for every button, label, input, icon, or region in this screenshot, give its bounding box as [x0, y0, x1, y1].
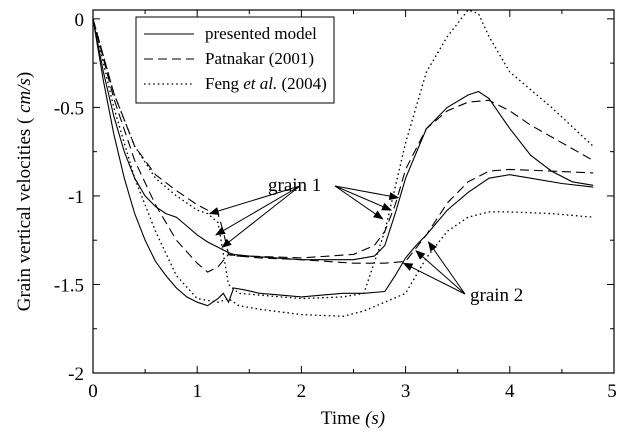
annotation-arrow — [334, 185, 384, 220]
y-axis-label-text: Grain vertical velocities ( — [14, 113, 35, 311]
y-tick-label: -2 — [68, 364, 84, 385]
x-tick-label: 0 — [88, 381, 98, 402]
x-axis-label-unit: (s) — [365, 408, 385, 429]
x-tick-label: 2 — [297, 381, 307, 402]
annotation-arrow — [415, 250, 466, 295]
x-axis-label: Time (s) — [321, 408, 385, 429]
annotation-label: grain 1 — [268, 175, 321, 196]
legend-label-part: Feng — [205, 74, 243, 93]
y-tick-label: -1.5 — [54, 275, 84, 296]
x-tick-label: 5 — [607, 381, 617, 402]
series-line-dashed-3 — [92, 18, 594, 259]
y-axis-label: Grain vertical velocities ( cm/s) — [14, 72, 35, 312]
legend-label: Patnakar (2001) — [205, 49, 314, 68]
annotation-layer: grain 1 grain 2 — [208, 175, 523, 306]
y-tick-label: 0 — [75, 10, 85, 31]
series-line-dotted-6 — [92, 18, 594, 317]
annotation-arrow — [402, 262, 466, 295]
legend-label: Feng et al. (2004) — [205, 74, 327, 93]
y-tick-label: -1 — [68, 187, 84, 208]
y-axis-label-suffix: ) — [14, 72, 35, 78]
series-line-solid-1 — [92, 18, 594, 261]
legend: presented model Patnakar (2001) Feng et al… — [135, 16, 335, 104]
x-tick-label: 1 — [192, 381, 202, 402]
y-tick-label: -0.5 — [54, 98, 84, 119]
annotation-arrow — [334, 185, 400, 200]
legend-label-part: et al. — [243, 74, 277, 93]
y-axis-label-unit: cm/s — [14, 78, 35, 113]
legend-label: presented model — [205, 24, 317, 43]
series-line-dotted-5 — [92, 9, 594, 300]
legend-label-part: (2004) — [277, 74, 327, 93]
x-axis-label-text: Time — [321, 408, 365, 429]
annotation-arrow — [221, 185, 301, 248]
annotation-arrow — [334, 185, 392, 211]
x-tick-label: 4 — [505, 381, 515, 402]
legend-box — [135, 16, 335, 104]
annotation-label: grain 2 — [470, 285, 523, 306]
series-line-dashed-4 — [92, 18, 594, 273]
annotation-arrow — [208, 185, 301, 215]
annotation-arrow — [427, 241, 466, 295]
legend-label-part: Patnakar (2001) — [205, 49, 314, 68]
series-line-solid-2 — [92, 18, 594, 307]
annotation-arrow — [215, 185, 301, 236]
axes-layer: 0 1 2 3 4 5 0 -0.5 -1 -1.5 -2 Time (s) Grain vertica… — [14, 9, 617, 429]
legend-label-part: presented model — [205, 24, 317, 43]
x-tick-label: 3 — [401, 381, 411, 402]
series-layer — [92, 9, 594, 317]
